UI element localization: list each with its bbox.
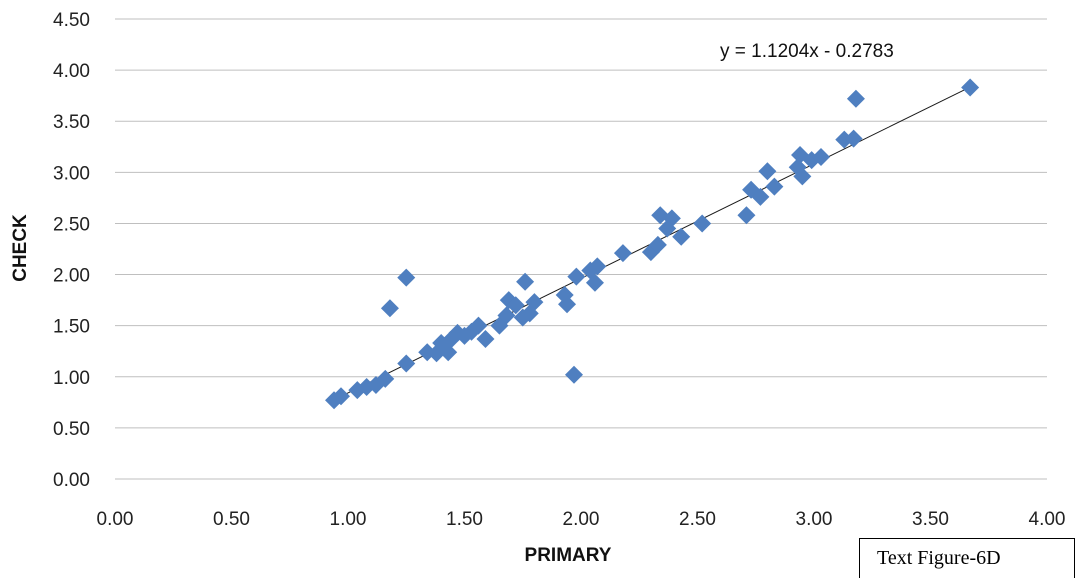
y-tick-label: 2.00 — [53, 266, 90, 287]
data-point — [844, 129, 863, 148]
x-tick-label: 4.00 — [1029, 509, 1066, 530]
data-point — [332, 387, 351, 406]
data-point — [588, 257, 607, 276]
data-point — [525, 293, 544, 312]
x-tick-label: 2.00 — [563, 509, 600, 530]
data-point — [613, 244, 632, 263]
x-tick-label: 1.00 — [330, 509, 367, 530]
data-point — [758, 162, 777, 181]
y-tick-label: 1.00 — [53, 368, 90, 389]
y-tick-label: 4.00 — [53, 61, 90, 82]
data-point — [567, 267, 586, 286]
y-tick-labels: 0.00 0.50 1.00 1.50 2.00 2.50 3.00 3.50 4.00 4.50 — [53, 10, 90, 491]
data-point — [469, 316, 488, 335]
data-point — [565, 365, 584, 384]
data-point — [499, 291, 518, 310]
data-point — [693, 214, 712, 233]
y-tick-label: 2.50 — [53, 214, 90, 235]
x-tick-labels: 0.00 0.50 1.00 1.50 2.00 2.50 3.00 3.50 4.00 — [97, 509, 1066, 530]
x-axis-title: PRIMARY — [525, 545, 612, 566]
figure-caption: Text Figure-6D — [859, 538, 1075, 578]
x-tick-label: 1.50 — [446, 509, 483, 530]
y-tick-label: 0.00 — [53, 470, 90, 491]
data-point — [811, 148, 830, 166]
data-point — [380, 299, 399, 318]
y-axis-title: CHECK — [10, 214, 31, 282]
data-point — [516, 272, 535, 291]
data-point — [397, 354, 416, 373]
data-point — [476, 329, 495, 348]
y-tick-label: 0.50 — [53, 419, 90, 440]
data-point — [737, 206, 756, 225]
x-tick-label: 3.50 — [912, 509, 949, 530]
data-point — [397, 268, 416, 287]
data-points — [325, 78, 980, 410]
data-point — [648, 235, 667, 254]
data-point — [961, 78, 980, 97]
x-tick-label: 0.50 — [213, 509, 250, 530]
y-tick-label: 3.00 — [53, 163, 90, 184]
y-tick-label: 4.50 — [53, 10, 90, 31]
data-point — [793, 167, 812, 186]
data-point — [662, 209, 681, 228]
trendline-equation: y = 1.1204x - 0.2783 — [720, 41, 894, 62]
y-tick-label: 1.50 — [53, 317, 90, 338]
data-point — [497, 306, 516, 325]
data-point — [439, 343, 458, 362]
data-point — [558, 295, 577, 314]
data-point — [846, 89, 865, 108]
data-point — [765, 177, 784, 196]
gridlines — [115, 18, 1047, 480]
x-tick-label: 2.50 — [679, 509, 716, 530]
data-point — [672, 227, 691, 246]
x-tick-label: 0.00 — [97, 509, 134, 530]
data-point — [506, 296, 525, 315]
data-point — [585, 273, 604, 292]
data-point — [376, 369, 395, 388]
data-point — [751, 187, 770, 206]
y-tick-label: 3.50 — [53, 112, 90, 133]
x-tick-label: 3.00 — [796, 509, 833, 530]
